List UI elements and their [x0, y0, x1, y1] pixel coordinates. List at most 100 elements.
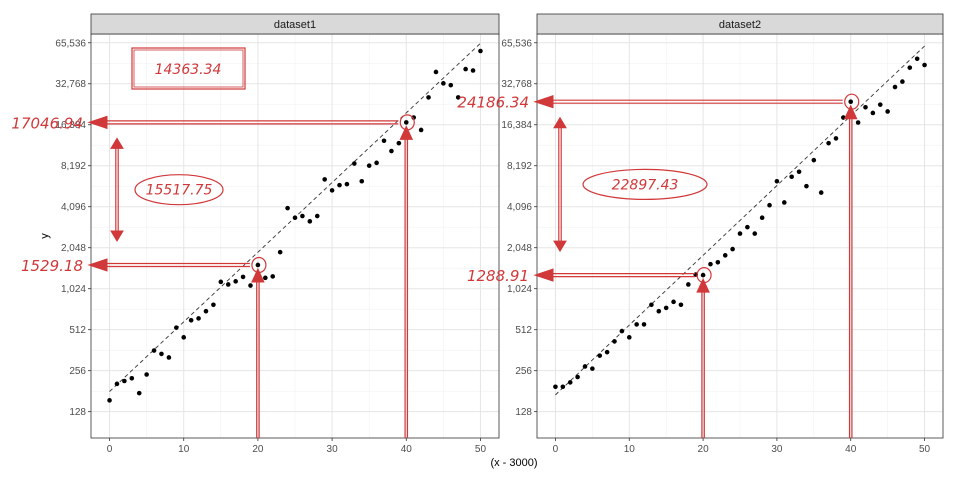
- annotation-difference-arrowhead-up: [553, 116, 567, 129]
- data-point: [463, 66, 468, 72]
- y-tick-label: 512: [515, 325, 532, 336]
- data-point: [641, 322, 647, 327]
- data-point: [166, 355, 172, 360]
- data-point: [396, 140, 402, 146]
- data-point: [612, 339, 617, 344]
- data-point: [240, 274, 246, 280]
- data-point: [203, 308, 209, 314]
- data-point: [292, 215, 298, 221]
- data-point: [455, 95, 461, 100]
- data-point: [307, 219, 313, 224]
- data-point: [441, 81, 446, 86]
- data-point: [796, 169, 802, 175]
- y-tick-label: 256: [69, 366, 86, 377]
- y-tick-label: 4,096: [61, 202, 86, 213]
- data-point: [478, 48, 483, 54]
- annotation-up-arrowhead: [696, 277, 710, 293]
- x-tick-label: 20: [252, 444, 264, 455]
- x-tick-label: 0: [553, 444, 559, 455]
- x-tick-label: 50: [919, 444, 931, 455]
- data-point: [196, 316, 201, 321]
- facet-strip-title: dataset1: [274, 19, 316, 31]
- annotation-up-arrowhead: [843, 104, 858, 120]
- data-point: [122, 378, 127, 384]
- data-point: [418, 127, 424, 133]
- data-point: [352, 161, 357, 166]
- y-tick-label: 32,768: [501, 79, 532, 90]
- data-point: [575, 374, 580, 380]
- data-point: [107, 398, 112, 403]
- data-point: [590, 366, 595, 371]
- annotation-lower-value: 1288.91: [467, 267, 529, 285]
- facet-strip-title: dataset2: [719, 19, 761, 31]
- data-point: [129, 376, 135, 381]
- annotation-difference-arrowhead-up: [110, 137, 124, 149]
- data-point: [619, 328, 625, 334]
- data-point: [678, 302, 684, 308]
- y-tick-label: 8,192: [61, 161, 86, 172]
- annotation-total-box-inner: [133, 49, 244, 88]
- annotation-difference-ellipse: [582, 168, 708, 200]
- data-point: [114, 381, 120, 387]
- data-point: [359, 178, 365, 184]
- data-point: [381, 138, 387, 144]
- data-point: [582, 364, 588, 369]
- data-point: [900, 79, 905, 84]
- data-point: [211, 302, 216, 308]
- data-point: [892, 84, 898, 90]
- data-point: [848, 99, 854, 105]
- annotation-left-arrowhead: [87, 258, 108, 272]
- x-tick-label: 40: [401, 444, 413, 455]
- data-point: [597, 353, 603, 358]
- data-point: [722, 253, 728, 258]
- annotation-difference-arrowhead-down: [110, 230, 124, 242]
- y-tick-label: 128: [69, 407, 86, 418]
- data-point: [553, 384, 558, 390]
- annotation-upper-value: 17046.94: [11, 114, 83, 132]
- annotation-point-circle: [696, 266, 712, 284]
- data-point: [329, 188, 335, 193]
- annotation-up-arrowhead: [251, 267, 265, 283]
- y-axis-title: y: [39, 233, 51, 239]
- data-point: [663, 305, 669, 311]
- data-point: [870, 110, 876, 116]
- annotation-point-circle: [844, 93, 860, 110]
- data-point: [708, 261, 713, 267]
- y-tick-label: 16,384: [55, 120, 86, 131]
- annotation-total-value: 14363.34: [155, 62, 222, 78]
- data-point: [181, 335, 187, 340]
- data-point: [818, 190, 824, 195]
- data-point: [322, 177, 327, 182]
- data-point: [470, 68, 476, 73]
- data-point: [759, 215, 765, 221]
- y-tick-label: 65,536: [55, 38, 86, 49]
- annotation-upper-value: 24186.34: [457, 94, 529, 112]
- y-tick-label: 256: [515, 366, 532, 377]
- annotation-left-arrowhead: [87, 115, 108, 130]
- facet-strip: [90, 13, 500, 35]
- data-point: [656, 308, 662, 314]
- y-tick-label: 1,024: [507, 284, 532, 295]
- data-point: [218, 279, 224, 285]
- facet-strip: [536, 13, 944, 35]
- data-point: [781, 200, 787, 205]
- data-point: [634, 322, 639, 327]
- x-axis-title: (x - 3000): [490, 457, 537, 469]
- data-point: [811, 157, 817, 163]
- data-point: [188, 318, 194, 323]
- annotation-difference-arrowhead-down: [553, 240, 567, 253]
- annotation-difference-value: 15517.75: [146, 183, 213, 199]
- data-point: [433, 69, 439, 75]
- data-point: [344, 181, 350, 187]
- data-point: [277, 249, 283, 255]
- data-point: [337, 182, 342, 188]
- data-point: [826, 140, 831, 146]
- y-tick-label: 512: [69, 325, 86, 336]
- data-point: [885, 109, 890, 114]
- annotation-left-arrowhead: [533, 95, 554, 109]
- data-point: [671, 299, 676, 305]
- data-point: [448, 82, 454, 88]
- data-point: [715, 260, 721, 265]
- data-point: [804, 183, 809, 189]
